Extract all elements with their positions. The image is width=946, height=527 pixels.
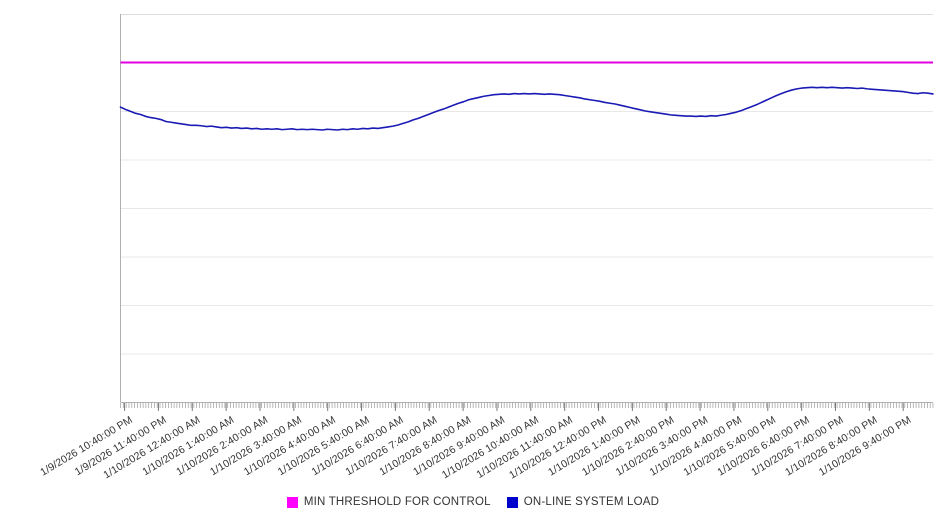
gridline-group (120, 14, 933, 355)
x-axis-major-ticks (124, 403, 904, 411)
x-axis-minor-ticks (120, 403, 934, 408)
legend-item-label: ON-LINE SYSTEM LOAD (523, 496, 660, 508)
legend-color-swatch (286, 496, 298, 508)
legend-item[interactable]: ON-LINE SYSTEM LOAD (506, 496, 660, 508)
chart-legend: MIN THRESHOLD FOR CONTROL ON-LINE SYSTEM … (0, 496, 946, 508)
online-system-load-line (119, 86, 934, 131)
legend-color-swatch (506, 496, 518, 508)
legend-item-label: MIN THRESHOLD FOR CONTROL (303, 496, 491, 508)
legend-item[interactable]: MIN THRESHOLD FOR CONTROL (286, 496, 491, 508)
